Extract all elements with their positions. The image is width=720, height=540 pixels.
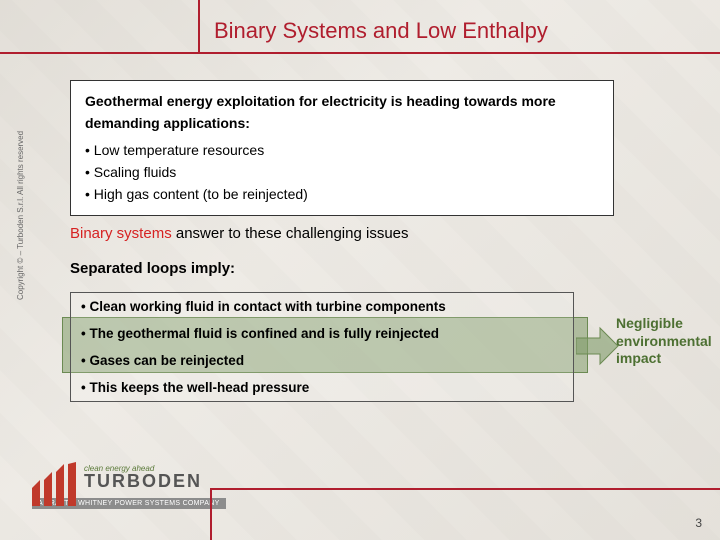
loops-item-text: The geothermal fluid is confined and is … [89, 326, 439, 341]
intro-item: High gas content (to be reinjected) [85, 184, 599, 206]
loops-item: • Clean working fluid in contact with tu… [71, 293, 573, 320]
loops-item-text: Clean working fluid in contact with turb… [89, 299, 445, 314]
loops-heading: Separated loops imply: [70, 260, 235, 277]
environmental-callout: Negligible environmental impact [616, 315, 712, 368]
loops-item: • Gases can be reinjected [71, 347, 573, 374]
intro-list: Low temperature resources Scaling fluids… [85, 140, 599, 205]
copyright-text: Copyright © – Turboden S.r.l. All rights… [16, 131, 25, 300]
loops-item: • The geothermal fluid is confined and i… [71, 320, 573, 347]
header-rule [0, 52, 720, 54]
loops-item-text: Gases can be reinjected [89, 353, 244, 368]
footer-rule-vertical [210, 488, 212, 540]
logo-bars-icon [32, 462, 80, 506]
page-number: 3 [695, 516, 702, 530]
answer-statement: Binary systems answer to these challengi… [70, 225, 409, 242]
intro-item: Low temperature resources [85, 140, 599, 162]
intro-box: Geothermal energy exploitation for elect… [70, 80, 614, 216]
intro-heading: Geothermal energy exploitation for elect… [85, 91, 599, 134]
footer-rule [210, 488, 720, 490]
arrow-icon [576, 326, 620, 366]
answer-highlight: Binary systems [70, 225, 172, 242]
intro-item: Scaling fluids [85, 162, 599, 184]
slide-title: Binary Systems and Low Enthalpy [214, 18, 548, 44]
header-accent-vertical [198, 0, 200, 54]
answer-rest: answer to these challenging issues [172, 225, 409, 242]
loops-item: • This keeps the well-head pressure [71, 374, 573, 401]
loops-box: • Clean working fluid in contact with tu… [70, 292, 574, 402]
loops-item-text: This keeps the well-head pressure [89, 380, 309, 395]
company-logo: clean energy ahead TURBODEN A PRATT & WH… [32, 464, 226, 510]
